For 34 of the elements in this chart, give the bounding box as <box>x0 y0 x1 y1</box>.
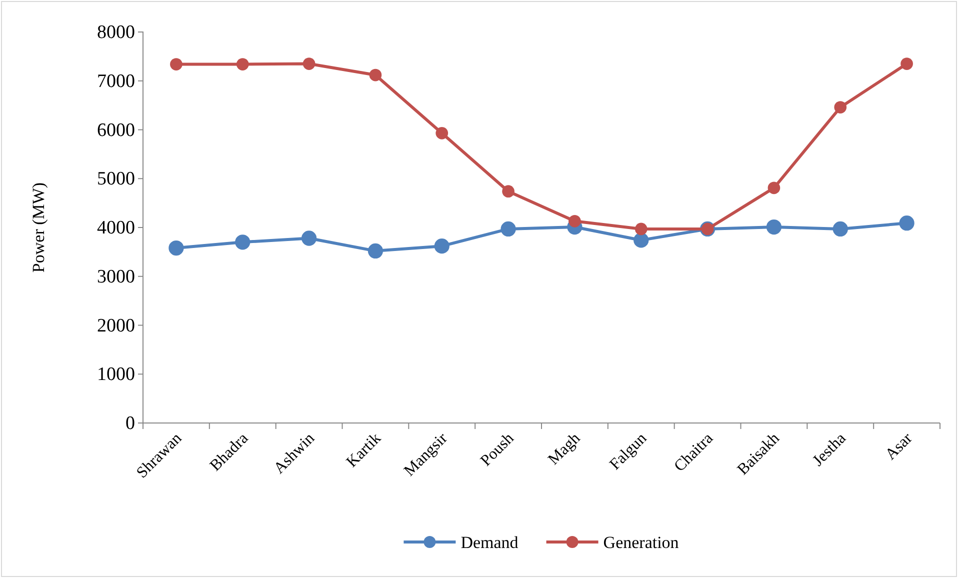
y-tick-label: 0 <box>126 413 135 434</box>
x-tick-label: Asar <box>882 429 916 464</box>
y-tick-label: 3000 <box>97 266 135 288</box>
point <box>502 185 514 198</box>
point <box>500 221 516 237</box>
point <box>368 243 384 259</box>
point <box>634 232 649 248</box>
y-tick-label: 5000 <box>97 168 135 190</box>
point <box>168 240 184 256</box>
point <box>434 238 450 254</box>
point <box>768 182 780 194</box>
point <box>170 58 182 70</box>
point <box>832 221 848 237</box>
y-tick-label: 2000 <box>97 315 135 336</box>
y-tick-label: 4000 <box>97 218 135 239</box>
point <box>834 101 847 114</box>
y-tick-label: 8000 <box>97 22 135 44</box>
point <box>899 216 914 231</box>
point <box>766 219 782 235</box>
y-tick-label: 6000 <box>97 120 135 141</box>
point <box>301 230 317 246</box>
point <box>900 58 913 70</box>
point <box>568 214 581 228</box>
point <box>302 58 316 70</box>
y-axis-title: Power (MW) <box>29 182 48 273</box>
y-tick-label: 7000 <box>97 70 135 92</box>
legend-label: Generation <box>603 533 680 552</box>
point <box>436 127 448 140</box>
point <box>634 222 648 236</box>
legend-label: Demand <box>460 533 519 552</box>
y-tick-label: 1000 <box>97 364 135 386</box>
point <box>369 68 382 82</box>
point <box>235 234 250 250</box>
point <box>236 58 249 70</box>
